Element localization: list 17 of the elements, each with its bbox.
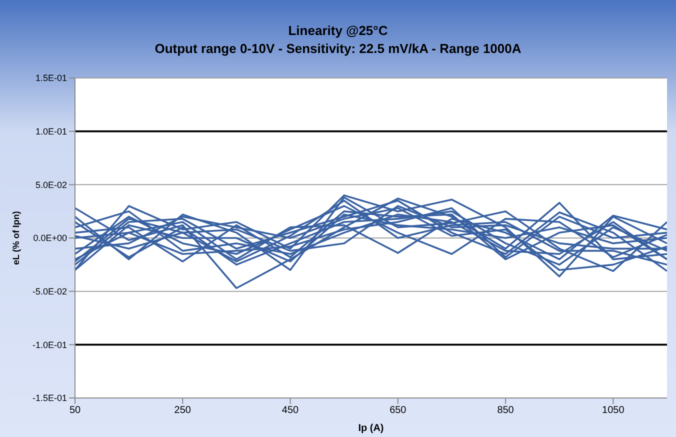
y-tick-label: -1.0E-01 xyxy=(32,340,67,350)
x-tick-label: 450 xyxy=(282,405,300,416)
y-tick-label: 0.0E+00 xyxy=(33,233,67,244)
x-tick-label: 50 xyxy=(69,405,81,416)
y-tick-label: 1.0E-01 xyxy=(35,126,67,137)
x-tick-label: 1050 xyxy=(602,405,625,416)
y-tick-label: 5.0E-02 xyxy=(35,180,67,190)
y-tick-label: -1.5E-01 xyxy=(32,393,67,404)
y-axis-title: eL (% of Ipn) xyxy=(11,211,22,265)
x-tick-label: 850 xyxy=(497,405,514,416)
y-tick-label: -5.0E-02 xyxy=(32,286,67,297)
y-tick-label: 1.5E-01 xyxy=(35,73,67,84)
chart-subtitle: Output range 0-10V - Sensitivity: 22.5 mV/kA - Range 1000A xyxy=(154,40,522,58)
chart-title: Linearity @25°C xyxy=(287,22,389,40)
x-tick-label: 650 xyxy=(390,405,407,416)
x-tick-label: 250 xyxy=(174,405,192,416)
x-axis-title: Ip (A) xyxy=(358,423,384,434)
